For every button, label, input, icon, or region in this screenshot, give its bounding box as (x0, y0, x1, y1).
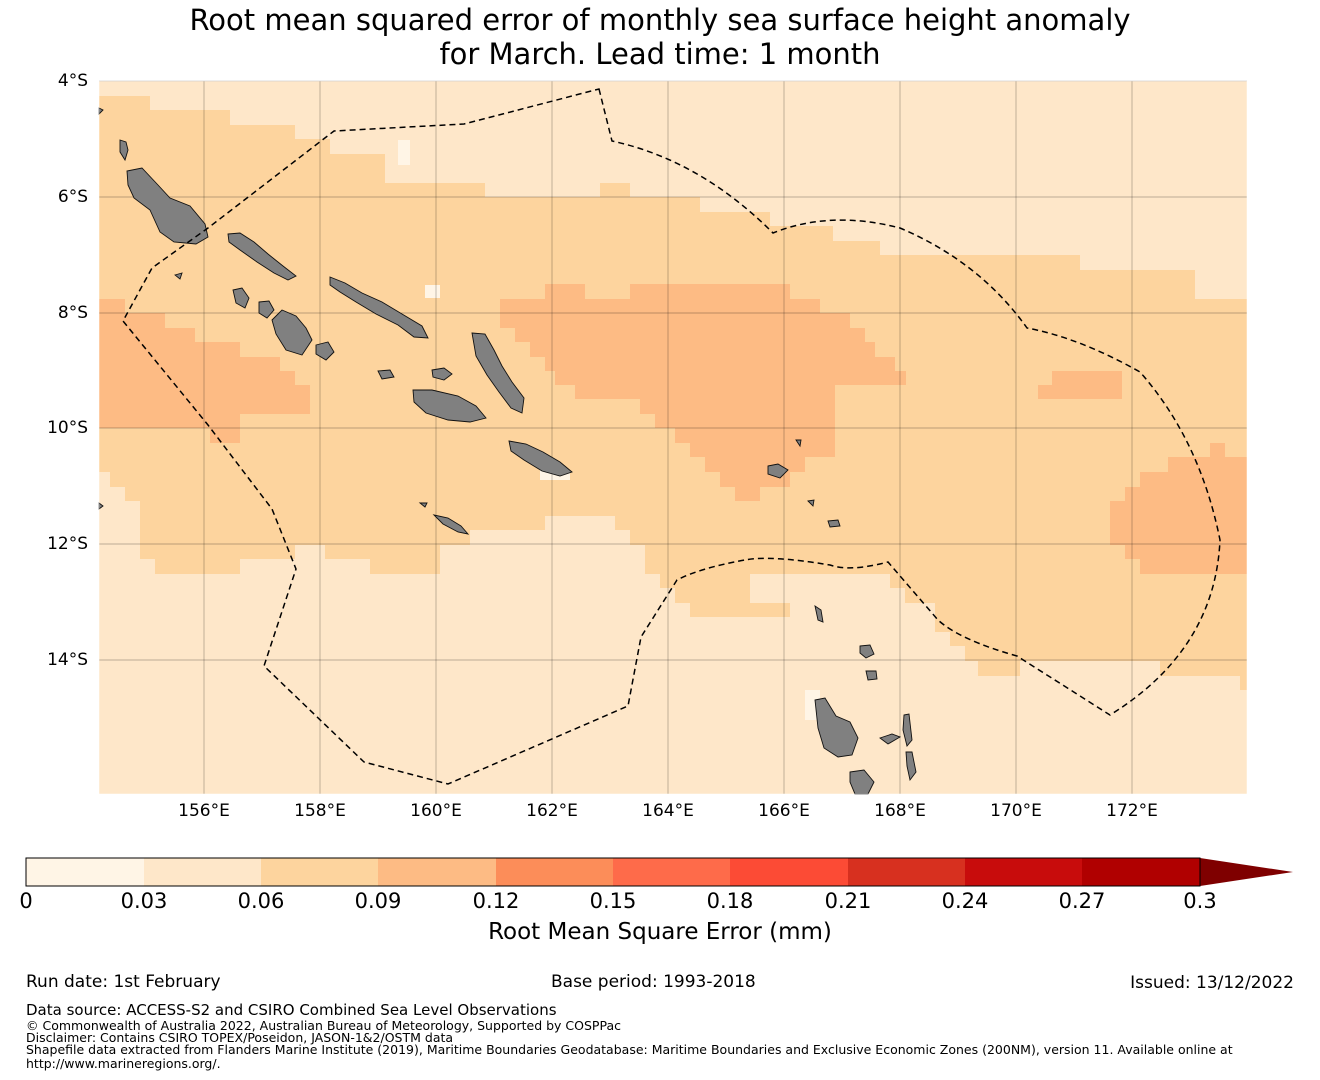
lon-label-168E: 168°E (874, 801, 926, 821)
cbar-tick-7: 0.21 (824, 889, 872, 913)
cbar-bin-8 (965, 858, 1082, 886)
lat-label-12S: 12°S (47, 534, 88, 554)
cbar-tick-10: 0.3 (1183, 889, 1217, 913)
colorbar (25, 857, 1293, 887)
lat-label-14S: 14°S (47, 650, 88, 670)
chart-title: Root mean squared error of monthly sea s… (0, 3, 1320, 71)
cbar-tick-0: 0 (19, 889, 33, 913)
island-pentecost (905, 751, 917, 782)
cbar-tick-2: 0.06 (237, 889, 285, 913)
island-santa-isabel (329, 276, 429, 339)
map-frame (98, 80, 1248, 795)
lat-label-8S: 8°S (57, 303, 88, 323)
lon-label-164E: 164°E (642, 801, 694, 821)
island-new-georgia (271, 309, 313, 356)
island-malaita (471, 332, 525, 414)
lon-label-166E: 166°E (758, 801, 810, 821)
island-bellona (418, 502, 428, 508)
island-kolombangara (258, 300, 275, 319)
island-espiritu-santo (814, 697, 859, 758)
field-class-0.09-0.12-east (1038, 371, 1247, 574)
island-vella-lavella (232, 287, 250, 309)
lon-label-172E: 172°E (1106, 801, 1158, 821)
island-buka (119, 139, 129, 162)
cbar-tick-1: 0.03 (120, 889, 168, 913)
cbar-bin-7 (848, 858, 965, 886)
cbar-bin-2 (261, 858, 378, 886)
run-date: Run date: 1st February (26, 972, 221, 992)
island-makira (508, 440, 573, 477)
eez-boundary (122, 88, 1221, 785)
shapefile-url: http://www.marineregions.org/. (26, 1056, 221, 1071)
copyright-notice: © Commonwealth of Australia 2022, Austra… (26, 1018, 621, 1033)
field-class-0.09-0.12-west (99, 299, 310, 443)
title-line-1: Root mean squared error of monthly sea s… (189, 3, 1131, 37)
lon-label-170E: 170°E (990, 801, 1042, 821)
island-bougainville (126, 167, 209, 245)
island-choiseul (227, 232, 297, 281)
cbar-tick-5: 0.15 (589, 889, 637, 913)
field-class-0.09-0.12-central (500, 284, 906, 501)
lon-label-160E: 160°E (410, 801, 462, 821)
cbar-frame (25, 857, 1201, 887)
disclaimer: Disclaimer: Contains CSIRO TOPEX/Poseido… (26, 1030, 454, 1045)
island-shortland (174, 272, 183, 280)
lat-label-10S: 10°S (47, 418, 88, 438)
island-ambae (879, 733, 902, 745)
island-tinakula (795, 439, 802, 448)
cbar-bin-1 (144, 858, 261, 886)
ocean-error-field (99, 81, 1247, 794)
lon-label-156E: 156°E (178, 801, 230, 821)
lon-label-162E: 162°E (526, 801, 578, 821)
base-period: Base period: 1993-2018 (551, 972, 756, 992)
issued-date: Issued: 13/12/2022 (1130, 973, 1294, 993)
island-vangunu (315, 341, 335, 361)
data-source: Data source: ACCESS-S2 and CSIRO Combine… (26, 1001, 557, 1019)
island-guadalcanal (412, 389, 487, 423)
cbar-tick-3: 0.09 (354, 889, 402, 913)
cbar-tick-6: 0.18 (706, 889, 754, 913)
cbar-tick-8: 0.24 (941, 889, 989, 913)
cbar-bin-5 (613, 858, 730, 886)
cbar-bin-4 (496, 858, 613, 886)
lat-label-4S: 4°S (57, 71, 88, 91)
island-utupua (807, 499, 815, 507)
cbar-bin-6 (730, 858, 848, 886)
island-russell (377, 369, 395, 380)
colorbar-label: Root Mean Square Error (mm) (488, 919, 832, 945)
lon-label-158E: 158°E (294, 801, 346, 821)
lat-label-6S: 6°S (57, 187, 88, 207)
shapefile-credit: Shapefile data extracted from Flanders M… (26, 1042, 1233, 1057)
island-santa-cruz-ndeni (767, 463, 789, 479)
cbar-bin-0 (26, 858, 144, 886)
title-line-2: for March. Lead time: 1 month (439, 37, 881, 71)
island-rennell (432, 514, 470, 535)
island-vanua-lava (859, 644, 875, 659)
cbar-bin-3 (378, 858, 496, 886)
island-torres-north (814, 605, 824, 623)
cbar-tick-9: 0.27 (1058, 889, 1106, 913)
island-vanikoro (827, 519, 841, 528)
island-gaua (865, 670, 878, 681)
cbar-tick-4: 0.12 (472, 889, 520, 913)
island-florida (431, 367, 453, 381)
island-maewo (902, 713, 913, 747)
land-masses (98, 107, 917, 795)
cbar-extend-arrow (1200, 858, 1293, 886)
cbar-bin-9 (1082, 858, 1200, 886)
